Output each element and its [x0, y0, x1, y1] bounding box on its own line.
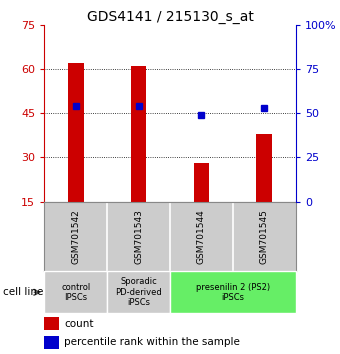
Text: Sporadic
PD-derived
iPSCs: Sporadic PD-derived iPSCs — [115, 278, 162, 307]
Text: GSM701544: GSM701544 — [197, 209, 206, 264]
Bar — [44, 336, 59, 349]
Text: presenilin 2 (PS2)
iPSCs: presenilin 2 (PS2) iPSCs — [196, 282, 270, 302]
Bar — [107, 272, 170, 313]
Bar — [44, 317, 59, 330]
Text: control
IPSCs: control IPSCs — [61, 282, 90, 302]
Bar — [68, 63, 84, 201]
Text: GSM701542: GSM701542 — [71, 209, 80, 264]
Bar — [131, 66, 147, 201]
Bar — [44, 272, 107, 313]
Text: count: count — [64, 319, 94, 329]
Text: GSM701545: GSM701545 — [260, 209, 269, 264]
Bar — [256, 134, 272, 201]
Title: GDS4141 / 215130_s_at: GDS4141 / 215130_s_at — [87, 10, 253, 24]
Text: percentile rank within the sample: percentile rank within the sample — [64, 337, 240, 347]
Text: cell line: cell line — [3, 287, 44, 297]
Bar — [170, 272, 296, 313]
Bar — [193, 163, 209, 201]
Text: GSM701543: GSM701543 — [134, 209, 143, 264]
